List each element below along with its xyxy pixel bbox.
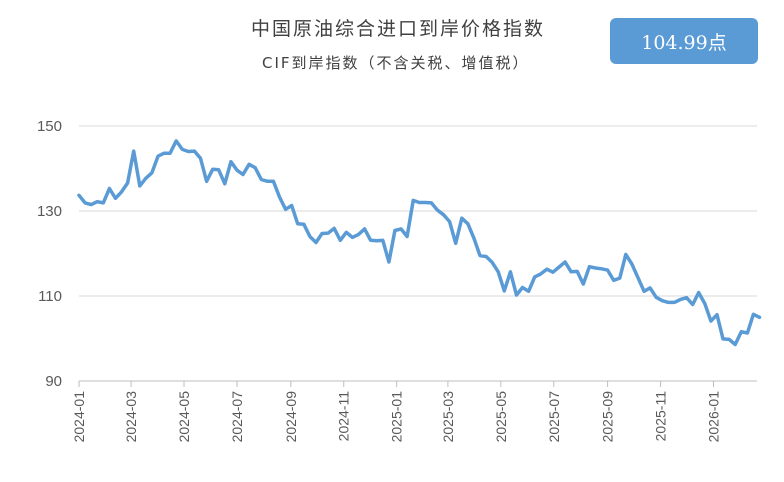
x-tick-label: 2025-07 xyxy=(546,391,562,443)
x-axis-ticks: 2024-01 2024-03 2024-05 2024-07 2024-09 2024-… xyxy=(71,381,722,442)
y-tick-label: 110 xyxy=(38,288,62,305)
chart-title: 中国原油综合进口到岸价格指数 xyxy=(0,14,784,41)
x-tick-label: 2024-11 xyxy=(336,391,352,442)
x-tick-label: 2025-11 xyxy=(653,391,669,442)
y-axis-ticks: 90 110 130 150 xyxy=(37,118,62,390)
x-tick-label: 2025-05 xyxy=(493,391,509,443)
x-tick-label: 2025-09 xyxy=(600,391,616,443)
x-tick-label: 2025-03 xyxy=(440,391,456,443)
gridlines xyxy=(79,125,757,297)
y-tick-label: 130 xyxy=(37,203,62,220)
y-tick-label: 150 xyxy=(37,118,62,135)
x-tick-label: 2024-07 xyxy=(229,391,245,443)
latest-value-badge: 104.99点 xyxy=(610,18,758,64)
chart-title-text: 中国原油综合进口到岸价格指数 xyxy=(250,18,545,40)
x-tick-label: 2025-01 xyxy=(389,391,405,443)
x-tick-label: 2024-05 xyxy=(176,391,192,443)
x-tick-label: 2024-01 xyxy=(71,391,87,443)
chart-subtitle: CIF到岸指数（不含关税、增值税） xyxy=(262,54,530,72)
x-tick-label: 2026-01 xyxy=(706,391,722,443)
series-line xyxy=(77,139,762,347)
x-tick-label: 2024-03 xyxy=(123,391,139,443)
y-tick-label: 90 xyxy=(45,373,62,390)
x-tick-label: 2024-09 xyxy=(283,391,299,443)
